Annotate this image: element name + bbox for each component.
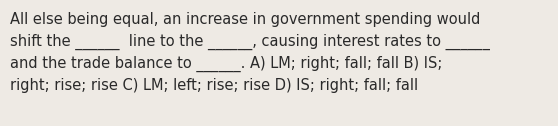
Text: All else being equal, an increase in government spending would: All else being equal, an increase in gov… bbox=[10, 12, 480, 27]
Text: shift the ______  line to the ______, causing interest rates to ______: shift the ______ line to the ______, cau… bbox=[10, 34, 490, 50]
Text: and the trade balance to ______. A) LM; right; fall; fall B) IS;: and the trade balance to ______. A) LM; … bbox=[10, 56, 442, 72]
Text: right; rise; rise C) LM; left; rise; rise D) IS; right; fall; fall: right; rise; rise C) LM; left; rise; ris… bbox=[10, 78, 418, 93]
